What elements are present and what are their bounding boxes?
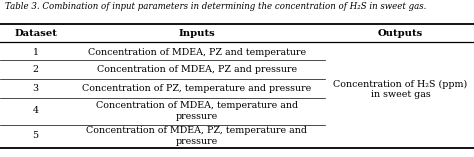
Text: 2: 2: [33, 65, 38, 74]
Text: Concentration of MDEA, PZ, temperature and
pressure: Concentration of MDEA, PZ, temperature a…: [86, 126, 307, 146]
Text: in sweet gas: in sweet gas: [371, 90, 430, 99]
Text: 5: 5: [33, 131, 38, 140]
Text: 1: 1: [33, 48, 38, 57]
Text: Concentration of MDEA, PZ and temperature: Concentration of MDEA, PZ and temperatur…: [88, 48, 306, 57]
Text: Inputs: Inputs: [178, 29, 215, 38]
Text: Concentration of MDEA, temperature and
pressure: Concentration of MDEA, temperature and p…: [96, 101, 298, 121]
Text: Outputs: Outputs: [378, 29, 423, 38]
Text: Concentration of PZ, temperature and pressure: Concentration of PZ, temperature and pre…: [82, 84, 311, 93]
Text: Concentration of H₂S (ppm): Concentration of H₂S (ppm): [333, 79, 468, 89]
Text: Table 3. Combination of input parameters in determining the concentration of H₂S: Table 3. Combination of input parameters…: [5, 2, 426, 11]
Text: Concentration of MDEA, PZ and pressure: Concentration of MDEA, PZ and pressure: [97, 65, 297, 74]
Text: 3: 3: [33, 84, 38, 93]
Text: 4: 4: [33, 106, 38, 115]
Text: Dataset: Dataset: [14, 29, 57, 38]
